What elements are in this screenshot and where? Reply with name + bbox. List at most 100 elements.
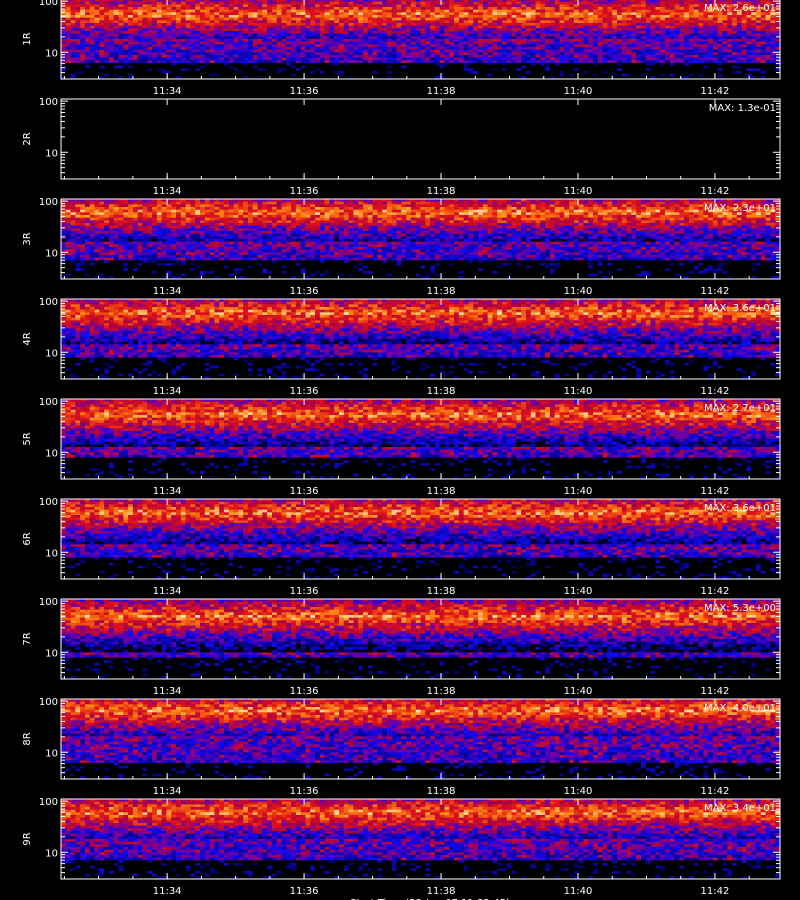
- heat-cell: [406, 33, 412, 37]
- heat-cell: [559, 36, 565, 40]
- heat-cell: [770, 28, 776, 32]
- heat-cell: [617, 49, 623, 53]
- heat-cell: [645, 57, 651, 61]
- heat-cell: [233, 44, 239, 48]
- heat-cell: [324, 41, 330, 45]
- heat-cell: [180, 73, 186, 77]
- heat-cell: [166, 1, 172, 5]
- heat-cell: [219, 31, 225, 34]
- heat-cell: [501, 20, 508, 24]
- heat-cell: [420, 57, 426, 61]
- heat-cell: [765, 44, 771, 48]
- heat-cell: [756, 28, 762, 32]
- heat-cell: [439, 39, 445, 42]
- heat-cell: [243, 31, 249, 34]
- heat-cell: [506, 20, 512, 24]
- heat-cell: [636, 20, 642, 24]
- heatmap-cells: [61, 199, 781, 280]
- heat-cell: [506, 52, 512, 56]
- heat-cell: [156, 57, 162, 61]
- heat-cell: [756, 17, 762, 21]
- heat-cell: [636, 65, 642, 69]
- heat-cell: [132, 63, 138, 66]
- heat-cell: [358, 52, 364, 56]
- heat-cell: [516, 17, 522, 21]
- heat-cell: [195, 60, 201, 64]
- heat-cell: [741, 55, 747, 58]
- heat-cell: [612, 55, 618, 58]
- heat-cell: [295, 31, 301, 34]
- heat-cell: [756, 47, 762, 50]
- heat-cell: [190, 201, 196, 205]
- heat-cell: [535, 71, 541, 74]
- heat-cell: [147, 39, 153, 42]
- heat-cell: [406, 68, 412, 72]
- heat-cell: [597, 49, 603, 53]
- heat-cell: [310, 39, 316, 42]
- heat-cell: [113, 4, 119, 8]
- heat-cell: [612, 60, 618, 64]
- heat-cell: [132, 41, 138, 45]
- heat-cell: [372, 36, 378, 40]
- heat-cell: [454, 55, 460, 58]
- heat-cell: [458, 31, 464, 34]
- heat-cell: [334, 71, 340, 74]
- heat-cell: [478, 201, 484, 205]
- heat-cell: [736, 4, 742, 8]
- heat-cell: [171, 44, 177, 48]
- heat-cell: [238, 23, 244, 26]
- heat-cell: [113, 201, 119, 205]
- heat-cell: [597, 4, 603, 8]
- heat-cell: [89, 76, 95, 80]
- heat-cell: [530, 33, 536, 37]
- heat-cell: [362, 0, 369, 2]
- heat-cell: [262, 49, 268, 53]
- heat-cell: [410, 76, 416, 80]
- heat-cell: [540, 60, 546, 64]
- heat-cell: [636, 28, 642, 32]
- heat-cell: [439, 55, 445, 58]
- heat-cell: [200, 49, 206, 53]
- heat-cell: [617, 44, 623, 48]
- heat-cell: [372, 68, 378, 72]
- heat-cell: [559, 39, 565, 42]
- heat-cell: [204, 49, 210, 53]
- heat-cell: [425, 60, 431, 64]
- heat-cell: [703, 201, 709, 205]
- heat-cell: [727, 17, 733, 21]
- heat-cell: [698, 71, 704, 74]
- heat-cell: [372, 57, 378, 61]
- heat-cell: [545, 33, 551, 37]
- heat-cell: [478, 41, 484, 45]
- heat-cell: [252, 31, 258, 34]
- heat-cell: [353, 12, 359, 16]
- heat-cell: [386, 201, 393, 205]
- heat-cell: [468, 17, 474, 21]
- heat-cell: [156, 63, 162, 66]
- heat-cell: [305, 9, 311, 13]
- heat-cell: [84, 15, 91, 18]
- heat-cell: [516, 36, 522, 40]
- heat-cell: [305, 33, 311, 37]
- heat-cell: [137, 1, 143, 5]
- heat-cell: [559, 57, 565, 61]
- heat-cell: [631, 47, 637, 50]
- heat-cell: [756, 1, 762, 5]
- heat-cell: [645, 199, 651, 202]
- heat-cell: [478, 68, 484, 72]
- heat-cell: [161, 52, 167, 56]
- heat-cell: [660, 39, 666, 42]
- heat-cell: [358, 15, 364, 18]
- heat-cell: [257, 73, 263, 77]
- heat-cell: [420, 41, 426, 45]
- heat-cell: [636, 60, 642, 64]
- heat-cell: [535, 25, 541, 29]
- heat-cell: [70, 44, 76, 48]
- heat-cell: [521, 41, 527, 45]
- heat-cell: [775, 12, 781, 16]
- heat-cell: [684, 39, 690, 42]
- heat-cell: [664, 17, 671, 21]
- heat-cell: [171, 57, 177, 61]
- heat-cell: [636, 63, 642, 66]
- heat-cell: [271, 63, 277, 66]
